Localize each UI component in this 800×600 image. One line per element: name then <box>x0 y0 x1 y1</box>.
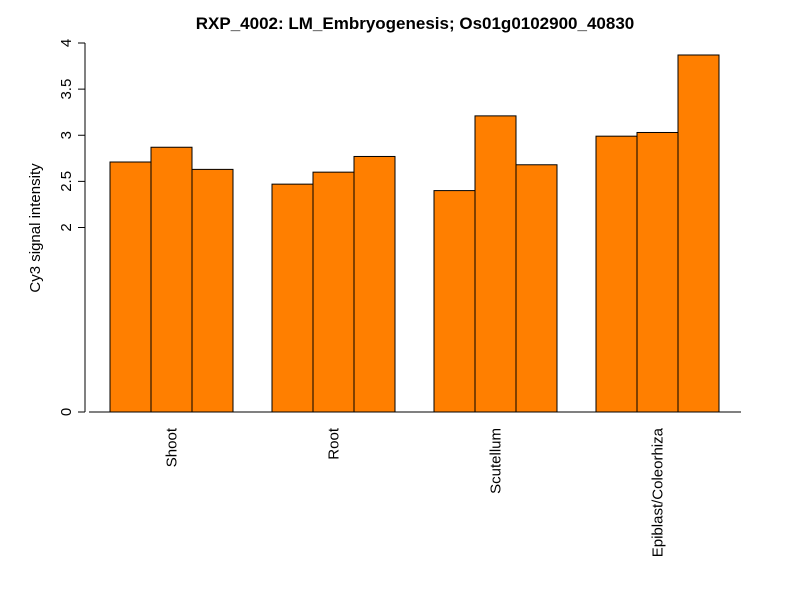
y-axis: 0 2 2.5 3 3.5 4 <box>58 39 86 416</box>
chart-title: RXP_4002: LM_Embryogenesis; Os01g0102900… <box>196 14 634 33</box>
bar <box>150 146 193 413</box>
y-tick-label: 3 <box>58 131 75 139</box>
bar <box>515 164 558 413</box>
bars <box>109 54 720 413</box>
bar <box>191 168 234 413</box>
y-tick-label: 2 <box>58 223 75 231</box>
bar <box>636 131 679 413</box>
category-label: Shoot <box>164 427 181 467</box>
bar <box>312 171 355 413</box>
y-tick-label: 2.5 <box>58 171 75 192</box>
bar <box>474 115 517 413</box>
y-axis-label: Cy3 signal intensity <box>27 163 44 293</box>
category-labels: Shoot Root Scutellum Epiblast/Coleorhiza <box>164 427 667 557</box>
category-label: Epiblast/Coleorhiza <box>650 427 667 557</box>
bar <box>271 183 314 413</box>
y-tick-label: 3.5 <box>58 79 75 100</box>
bar <box>353 155 396 413</box>
category-label: Root <box>326 427 343 460</box>
bar <box>677 54 720 413</box>
bar <box>109 161 152 413</box>
bar <box>595 135 638 413</box>
y-tick-label: 4 <box>58 39 75 47</box>
y-tick-label: 0 <box>58 408 75 416</box>
bar <box>433 190 476 413</box>
category-label: Scutellum <box>488 428 505 494</box>
